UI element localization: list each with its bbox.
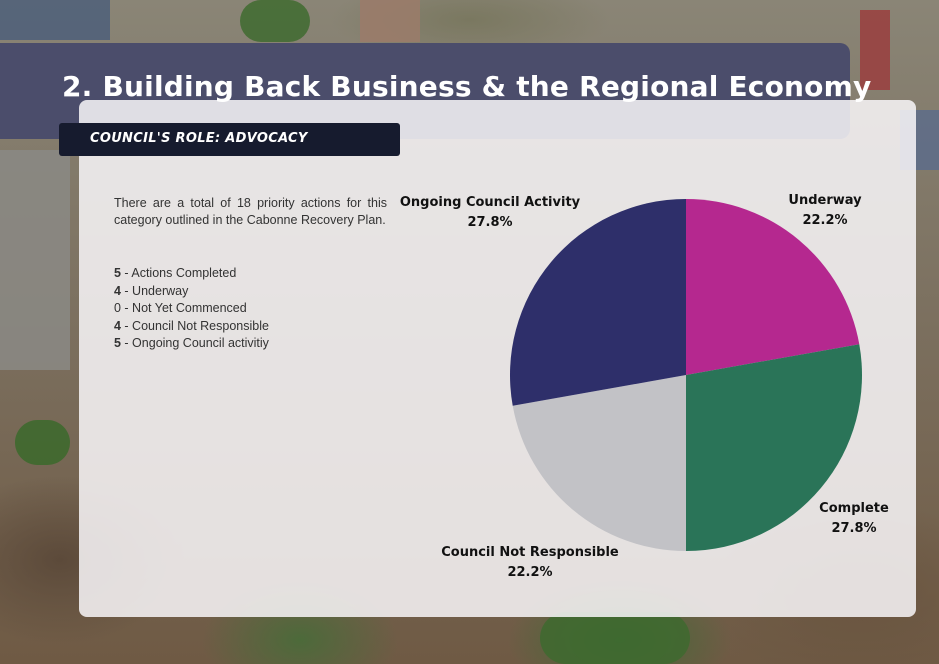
status-count: 4: [114, 283, 121, 298]
status-count: 5: [114, 266, 121, 280]
slice-percent-label: 22.2%: [802, 213, 847, 228]
status-label: - Underway: [120, 283, 189, 298]
background-rooftop: [0, 0, 110, 40]
background-tree: [15, 420, 70, 465]
status-label: - Actions Completed: [120, 266, 237, 280]
slice-percent-label: 22.2%: [507, 565, 552, 580]
background-rooftop: [0, 150, 70, 370]
status-count: 4: [114, 318, 121, 333]
background-tree: [240, 0, 310, 42]
slice-percent-label: 27.8%: [467, 215, 512, 230]
role-tag-label: COUNCIL'S ROLE: ADVOCACY: [90, 131, 308, 146]
intro-text: There are a total of 18 priority actions…: [114, 196, 387, 227]
slice-name-label: Council Not Responsible: [441, 545, 619, 560]
status-item: 5 - Ongoing Council activitiy: [114, 335, 394, 353]
pie-slice-complete: [686, 344, 863, 551]
status-label: - Not Yet Commenced: [120, 301, 247, 316]
pie-slice-ongoing-council-activity: [509, 199, 686, 406]
pie-slice-council-not-responsible: [512, 375, 686, 552]
role-tag: [59, 123, 400, 156]
background-rooftop: [360, 0, 420, 42]
status-item: 4 - Underway: [114, 283, 394, 301]
background-rooftop: [860, 10, 890, 90]
background-tree: [540, 612, 690, 664]
status-item: 4 - Council Not Responsible: [114, 318, 394, 336]
slice-name-label: Underway: [788, 193, 862, 208]
slice-name-label: Complete: [819, 501, 889, 516]
status-count: 5: [114, 336, 121, 351]
pie-slice-underway: [686, 199, 860, 375]
status-item: 5 - Actions Completed: [114, 265, 394, 283]
status-count: 0: [114, 301, 121, 316]
status-item: 0 - Not Yet Commenced: [114, 300, 394, 318]
page-title: 2. Building Back Business & the Regional…: [62, 70, 872, 103]
slice-percent-label: 27.8%: [831, 521, 876, 536]
status-list: 5 - Actions Completed 4 - Underway 0 - N…: [114, 265, 394, 353]
status-label: - Ongoing Council activitiy: [120, 336, 269, 351]
slice-name-label: Ongoing Council Activity: [400, 195, 581, 210]
status-label: - Council Not Responsible: [120, 318, 269, 333]
